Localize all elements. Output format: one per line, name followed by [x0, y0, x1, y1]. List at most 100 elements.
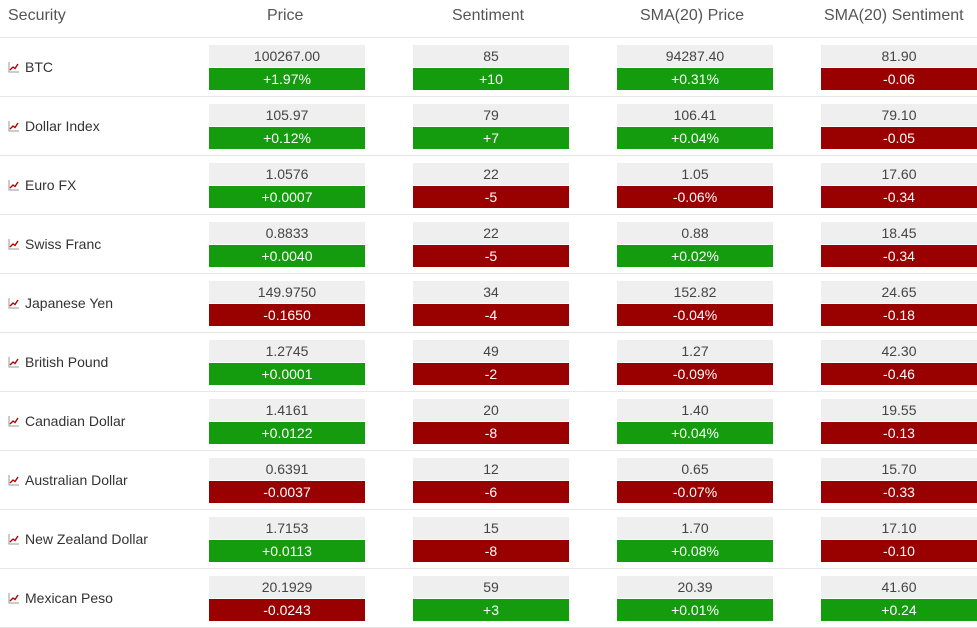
- sentiment-value: 59: [413, 576, 569, 598]
- price-cell: 1.2745 +0.0001: [209, 340, 365, 385]
- security-link[interactable]: BTC: [8, 38, 53, 96]
- sentiment-value: 22: [413, 222, 569, 244]
- sma-sentiment-value: 17.60: [821, 163, 977, 185]
- sma-sentiment-cell: 17.60 -0.34: [821, 163, 977, 208]
- price-cell: 0.6391 -0.0037: [209, 458, 365, 503]
- header-sentiment[interactable]: Sentiment: [452, 7, 525, 24]
- sma-sentiment-cell: 17.10 -0.10: [821, 517, 977, 562]
- security-link[interactable]: Australian Dollar: [8, 451, 128, 509]
- header-sma-sentiment[interactable]: SMA(20) Sentiment: [824, 7, 964, 24]
- sma-sentiment-value: 81.90: [821, 45, 977, 67]
- security-name: British Pound: [25, 354, 109, 370]
- sma-price-value: 1.27: [617, 340, 773, 362]
- price-value: 100267.00: [209, 45, 365, 67]
- table-row: Dollar Index 105.97 +0.12% 79 +7 106.41 +0.04%…: [0, 97, 977, 156]
- table-row: Mexican Peso 20.1929 -0.0243 59 +3 20.39 +0.01…: [0, 569, 977, 628]
- price-cell: 100267.00 +1.97%: [209, 45, 365, 90]
- sentiment-cell: 15 -8: [413, 517, 569, 562]
- sma-price-change: +0.04%: [617, 127, 773, 149]
- price-change: -0.0037: [209, 481, 365, 503]
- table-row: Swiss Franc 0.8833 +0.0040 22 -5 0.88 +0.02% 18…: [0, 215, 977, 274]
- security-link[interactable]: Dollar Index: [8, 97, 100, 155]
- chart-trend-icon: [8, 62, 19, 73]
- sentiment-value: 22: [413, 163, 569, 185]
- sma-sentiment-cell: 42.30 -0.46: [821, 340, 977, 385]
- price-change: -0.0243: [209, 599, 365, 621]
- price-change: +0.0113: [209, 540, 365, 562]
- security-name: Canadian Dollar: [25, 413, 126, 429]
- sentiment-value: 15: [413, 517, 569, 539]
- chart-trend-icon: [8, 239, 19, 250]
- header-security[interactable]: Security: [8, 7, 66, 24]
- price-cell: 1.7153 +0.0113: [209, 517, 365, 562]
- sma-price-cell: 0.65 -0.07%: [617, 458, 773, 503]
- sma-price-cell: 0.88 +0.02%: [617, 222, 773, 267]
- security-link[interactable]: Canadian Dollar: [8, 392, 125, 450]
- sma-sentiment-change: -0.06: [821, 68, 977, 90]
- sma-price-cell: 106.41 +0.04%: [617, 104, 773, 149]
- sentiment-cell: 79 +7: [413, 104, 569, 149]
- sentiment-cell: 12 -6: [413, 458, 569, 503]
- sentiment-change: +10: [413, 68, 569, 90]
- price-value: 0.8833: [209, 222, 365, 244]
- security-link[interactable]: Euro FX: [8, 156, 76, 214]
- sma-sentiment-cell: 24.65 -0.18: [821, 281, 977, 326]
- security-link[interactable]: British Pound: [8, 333, 108, 391]
- security-link[interactable]: Japanese Yen: [8, 274, 113, 332]
- sma-price-value: 1.70: [617, 517, 773, 539]
- table-body: BTC 100267.00 +1.97% 85 +10 94287.40 +0.31% 81.…: [0, 38, 977, 628]
- table-row: New Zealand Dollar 1.7153 +0.0113 15 -8 1.70 +…: [0, 510, 977, 569]
- price-change: +0.0122: [209, 422, 365, 444]
- header-sma-price[interactable]: SMA(20) Price: [640, 7, 745, 24]
- price-change: +0.12%: [209, 127, 365, 149]
- sma-sentiment-change: -0.05: [821, 127, 977, 149]
- table-row: British Pound 1.2745 +0.0001 49 -2 1.27 -0.09%…: [0, 333, 977, 392]
- table-row: BTC 100267.00 +1.97% 85 +10 94287.40 +0.31% 81.…: [0, 38, 977, 97]
- chart-trend-icon: [8, 534, 19, 545]
- sma-sentiment-value: 17.10: [821, 517, 977, 539]
- sma-sentiment-change: -0.18: [821, 304, 977, 326]
- price-value: 0.6391: [209, 458, 365, 480]
- sma-sentiment-cell: 41.60 +0.24: [821, 576, 977, 621]
- security-name: Mexican Peso: [25, 590, 113, 606]
- sma-price-cell: 1.40 +0.04%: [617, 399, 773, 444]
- security-name: BTC: [25, 59, 53, 75]
- sma-price-change: +0.02%: [617, 245, 773, 267]
- security-link[interactable]: Mexican Peso: [8, 569, 113, 627]
- sentiment-value: 34: [413, 281, 569, 303]
- sma-price-value: 152.82: [617, 281, 773, 303]
- table-header: Security Price Sentiment SMA(20) Price S…: [0, 0, 977, 38]
- sma-sentiment-value: 79.10: [821, 104, 977, 126]
- sma-price-value: 20.39: [617, 576, 773, 598]
- sma-price-change: +0.08%: [617, 540, 773, 562]
- price-cell: 1.0576 +0.0007: [209, 163, 365, 208]
- price-value: 20.1929: [209, 576, 365, 598]
- price-cell: 1.4161 +0.0122: [209, 399, 365, 444]
- sentiment-cell: 49 -2: [413, 340, 569, 385]
- sentiment-change: -5: [413, 245, 569, 267]
- sentiment-cell: 20 -8: [413, 399, 569, 444]
- price-change: -0.1650: [209, 304, 365, 326]
- sentiment-value: 79: [413, 104, 569, 126]
- sma-price-value: 1.05: [617, 163, 773, 185]
- sentiment-change: -4: [413, 304, 569, 326]
- sma-price-change: -0.07%: [617, 481, 773, 503]
- sma-price-value: 0.88: [617, 222, 773, 244]
- price-value: 1.2745: [209, 340, 365, 362]
- sma-sentiment-value: 41.60: [821, 576, 977, 598]
- sma-sentiment-change: -0.10: [821, 540, 977, 562]
- security-name: Swiss Franc: [25, 236, 102, 252]
- sma-sentiment-value: 18.45: [821, 222, 977, 244]
- sma-price-cell: 152.82 -0.04%: [617, 281, 773, 326]
- header-price[interactable]: Price: [267, 7, 304, 24]
- sentiment-change: +7: [413, 127, 569, 149]
- sma-price-change: -0.09%: [617, 363, 773, 385]
- security-name: Japanese Yen: [25, 295, 113, 311]
- sma-sentiment-value: 24.65: [821, 281, 977, 303]
- security-link[interactable]: New Zealand Dollar: [8, 510, 148, 568]
- sma-sentiment-change: -0.34: [821, 245, 977, 267]
- price-cell: 105.97 +0.12%: [209, 104, 365, 149]
- sma-price-change: -0.04%: [617, 304, 773, 326]
- chart-trend-icon: [8, 298, 19, 309]
- security-link[interactable]: Swiss Franc: [8, 215, 101, 273]
